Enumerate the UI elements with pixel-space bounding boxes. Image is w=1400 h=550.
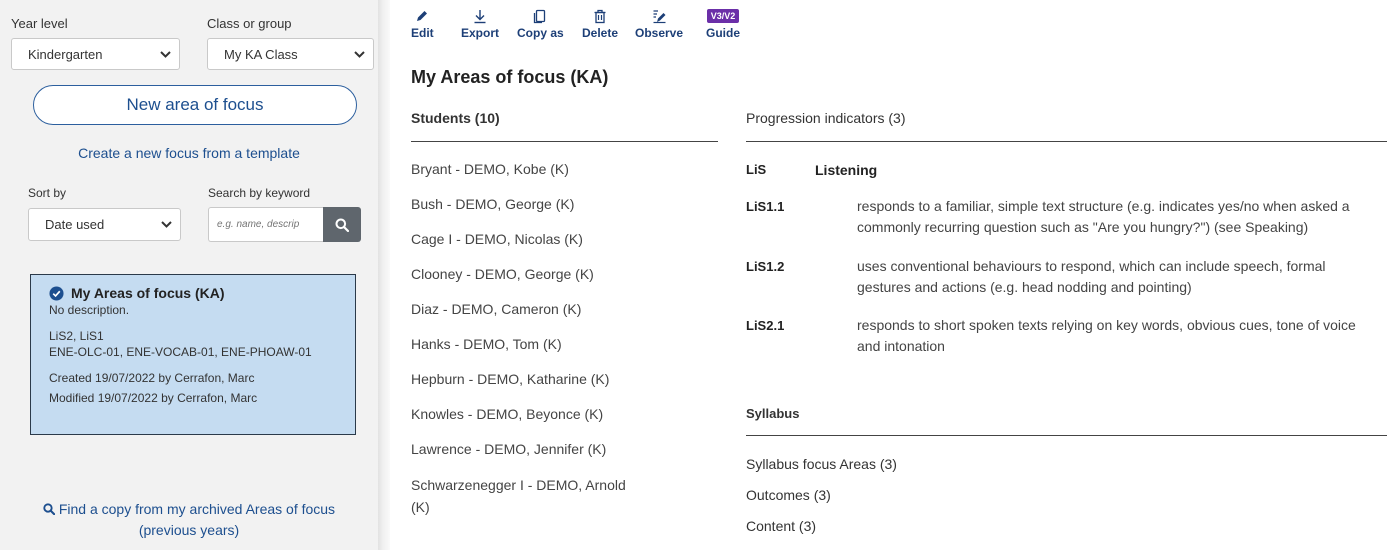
search-label: Search by keyword: [208, 186, 311, 200]
student-item: Lawrence - DEMO, Jennifer (K): [411, 441, 607, 457]
search-input[interactable]: [208, 207, 324, 242]
sidebar: Year level Kindergarten Class or group M…: [0, 0, 378, 550]
chevron-down-icon: [152, 221, 180, 228]
indicator-description: uses conventional behaviours to respond,…: [857, 256, 1387, 298]
sort-by-value: Date used: [45, 217, 105, 232]
focus-card-outcomes: ENE-OLC-01, ENE-VOCAB-01, ENE-PHOAW-01: [49, 345, 312, 359]
archived-link-text-2: (previous years): [138, 522, 240, 538]
indicator-description-line: responds to short spoken texts relying o…: [857, 317, 1356, 333]
syllabus-focus-areas-toggle[interactable]: Syllabus focus Areas (3): [746, 456, 897, 472]
student-item: Bryant - DEMO, Kobe (K): [411, 161, 569, 177]
year-level-label: Year level: [11, 16, 68, 31]
observe-button[interactable]: Observe: [635, 6, 683, 40]
student-item: Bush - DEMO, George (K): [411, 196, 575, 212]
syllabus-header: Syllabus: [746, 406, 800, 421]
new-area-of-focus-button[interactable]: New area of focus: [33, 85, 357, 125]
students-header: Students (10): [411, 110, 500, 126]
download-icon: [474, 9, 486, 23]
create-from-template-link[interactable]: Create a new focus from a template: [78, 145, 300, 161]
search-button[interactable]: [323, 207, 361, 242]
chevron-down-icon: [151, 50, 179, 58]
indicator-code: LiS1.1: [746, 199, 785, 214]
focus-card[interactable]: My Areas of focus (KA) No description. L…: [30, 274, 356, 435]
guide-button[interactable]: V3/V2 Guide: [706, 6, 740, 40]
indicator-code: LiS1.2: [746, 259, 785, 274]
check-circle-icon: [49, 285, 64, 301]
copy-as-button[interactable]: Copy as: [517, 6, 564, 40]
chevron-down-icon: [345, 50, 373, 58]
delete-label: Delete: [582, 26, 619, 40]
student-item: Clooney - DEMO, George (K): [411, 266, 594, 282]
pi-group-code: LiS: [746, 162, 767, 177]
student-item: Cage I - DEMO, Nicolas (K): [411, 231, 583, 247]
focus-card-title: My Areas of focus (KA): [71, 285, 225, 301]
content-toggle[interactable]: Content (3): [746, 518, 817, 534]
focus-card-modified: Modified 19/07/2022 by Cerrafon, Marc: [49, 391, 258, 405]
class-select[interactable]: My KA Class: [207, 38, 374, 70]
panel-divider: [378, 0, 390, 550]
version-badge: V3/V2: [706, 9, 740, 23]
focus-card-description: No description.: [49, 303, 130, 317]
outcomes-toggle[interactable]: Outcomes (3): [746, 487, 831, 503]
edit-button[interactable]: Edit: [411, 6, 434, 40]
export-button[interactable]: Export: [461, 6, 499, 40]
search-icon: [335, 218, 349, 232]
sort-by-select[interactable]: Date used: [28, 208, 181, 241]
search-icon: [43, 503, 56, 516]
indicator-description-line: gestures and actions (e.g. head nodding …: [857, 279, 1192, 295]
student-item: Hanks - DEMO, Tom (K): [411, 336, 562, 352]
students-divider: [411, 141, 718, 142]
indicator-description: responds to a familiar, simple text stru…: [857, 196, 1387, 238]
pi-group-name: Listening: [815, 162, 878, 178]
class-value: My KA Class: [224, 46, 298, 62]
student-item-continued: (K): [411, 499, 430, 515]
observe-label: Observe: [635, 26, 684, 40]
year-level-select[interactable]: Kindergarten: [11, 38, 180, 70]
page-title: My Areas of focus (KA): [411, 67, 609, 87]
pencil-icon: [417, 11, 428, 21]
indicator-description-line: and intonation: [857, 338, 945, 354]
year-level-value: Kindergarten: [28, 46, 103, 62]
sort-by-label: Sort by: [28, 186, 67, 200]
trash-icon: [594, 9, 606, 23]
export-label: Export: [461, 26, 500, 40]
guide-label: Guide: [706, 26, 741, 40]
delete-button[interactable]: Delete: [582, 6, 618, 40]
progression-header: Progression indicators (3): [746, 110, 906, 126]
archived-focus-link[interactable]: Find a copy from my archived Areas of fo…: [0, 499, 378, 541]
student-item: Hepburn - DEMO, Katharine (K): [411, 371, 610, 387]
class-label: Class or group: [207, 16, 292, 31]
indicator-description-line: commonly recurring question such as "Are…: [857, 219, 1309, 235]
copy-as-label: Copy as: [517, 26, 564, 40]
archived-link-text: Find a copy from my archived Areas of fo…: [58, 501, 336, 517]
progression-divider: [746, 141, 1387, 142]
observe-edit-icon: [653, 9, 666, 23]
student-item: Diaz - DEMO, Cameron (K): [411, 301, 582, 317]
student-item: Schwarzenegger I - DEMO, Arnold: [411, 477, 626, 493]
indicator-description: responds to short spoken texts relying o…: [857, 315, 1387, 357]
student-item: Knowles - DEMO, Beyonce (K): [411, 406, 604, 422]
indicator-description-line: uses conventional behaviours to respond,…: [857, 258, 1326, 274]
indicator-code: LiS2.1: [746, 318, 785, 333]
indicator-description-line: responds to a familiar, simple text stru…: [857, 198, 1350, 214]
focus-card-created: Created 19/07/2022 by Cerrafon, Marc: [49, 371, 255, 385]
syllabus-divider: [746, 435, 1387, 436]
copy-icon: [534, 9, 546, 23]
focus-card-codes: LiS2, LiS1: [49, 329, 104, 343]
edit-label: Edit: [411, 26, 434, 40]
